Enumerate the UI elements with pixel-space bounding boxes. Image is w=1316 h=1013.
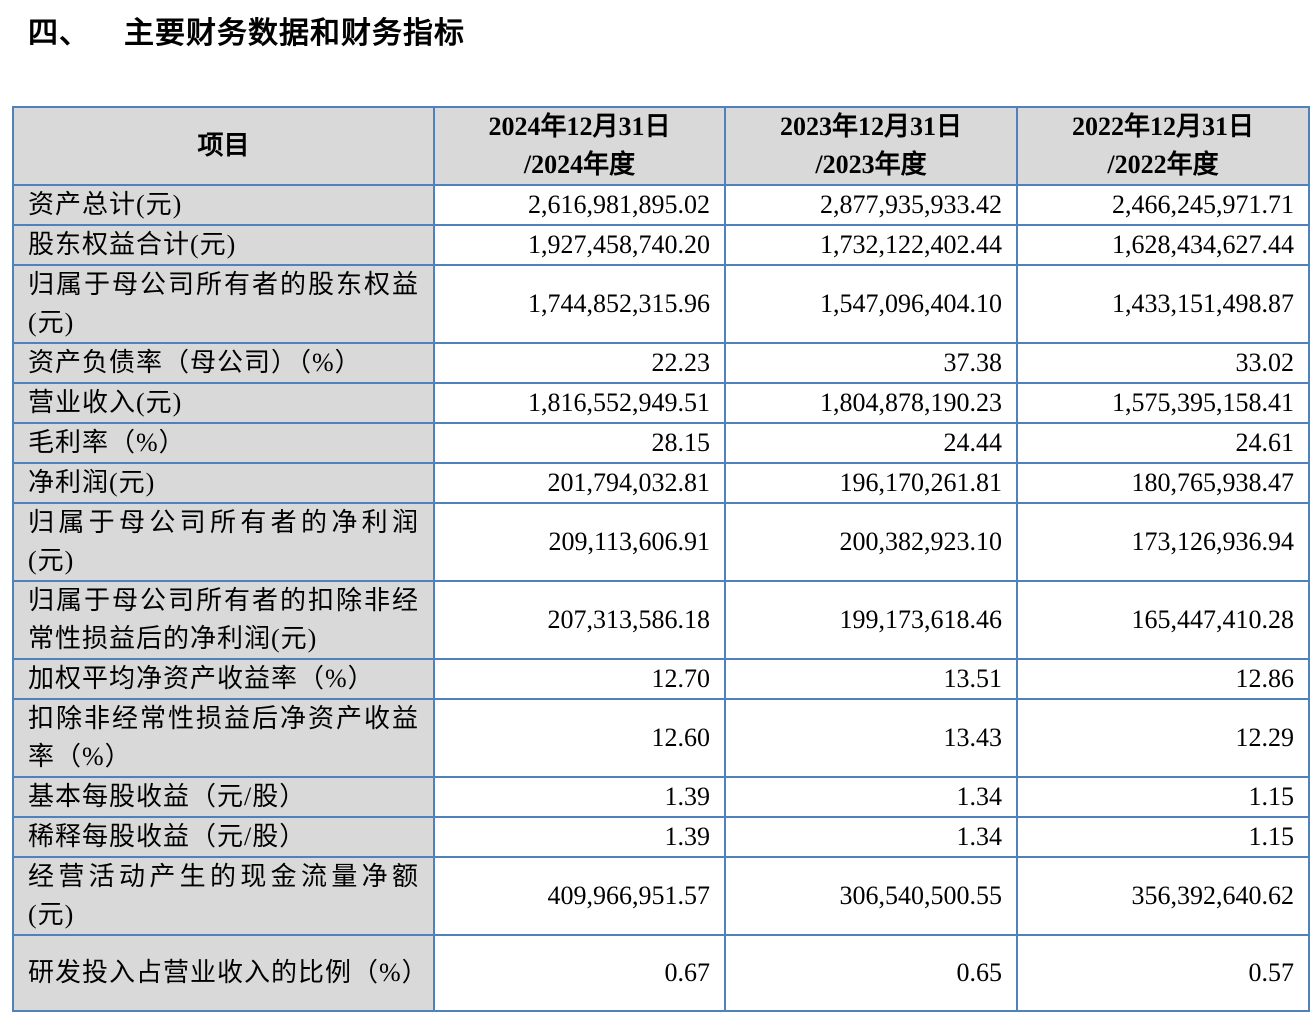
cell-value-2022: 1,575,395,158.41 bbox=[1016, 382, 1310, 424]
cell-value-2022: 180,765,938.47 bbox=[1016, 462, 1310, 504]
cell-value-2024: 1.39 bbox=[433, 816, 726, 858]
row-label: 资产总计(元) bbox=[12, 184, 435, 226]
cell-value-2023: 13.43 bbox=[724, 698, 1018, 778]
header-2024: 2024年12月31日/2024年度 bbox=[433, 106, 726, 186]
cell-value-2022: 173,126,936.94 bbox=[1016, 502, 1310, 582]
row-label: 基本每股收益（元/股） bbox=[12, 776, 435, 818]
header-date: 2024年12月31日 bbox=[488, 112, 671, 141]
cell-value-2023: 0.65 bbox=[724, 934, 1018, 1012]
row-label: 股东权益合计(元) bbox=[12, 224, 435, 266]
cell-value-2022: 2,466,245,971.71 bbox=[1016, 184, 1310, 226]
header-year: /2023年度 bbox=[815, 150, 927, 179]
header-date: 2023年12月31日 bbox=[779, 112, 962, 141]
row-label: 归属于母公司所有者的扣除非经常性损益后的净利润(元) bbox=[12, 580, 435, 660]
cell-value-2024: 201,794,032.81 bbox=[433, 462, 726, 504]
cell-value-2022: 1.15 bbox=[1016, 776, 1310, 818]
header-label: 项目 bbox=[197, 131, 250, 160]
row-label: 扣除非经常性损益后净资产收益率（%） bbox=[12, 698, 435, 778]
section-heading: 四、 主要财务数据和财务指标 bbox=[28, 8, 465, 52]
cell-value-2024: 1,927,458,740.20 bbox=[433, 224, 726, 266]
cell-value-2022: 1.15 bbox=[1016, 816, 1310, 858]
table-row: 归属于母公司所有者的股东权益(元) 1,744,852,315.96 1,547,0… bbox=[12, 264, 1310, 344]
row-label: 加权平均净资产收益率（%） bbox=[12, 658, 435, 700]
cell-value-2024: 28.15 bbox=[433, 422, 726, 464]
cell-value-2023: 1,732,122,402.44 bbox=[724, 224, 1018, 266]
cell-value-2022: 165,447,410.28 bbox=[1016, 580, 1310, 660]
cell-value-2024: 409,966,951.57 bbox=[433, 856, 726, 936]
cell-value-2022: 33.02 bbox=[1016, 342, 1310, 384]
cell-value-2023: 24.44 bbox=[724, 422, 1018, 464]
row-label: 营业收入(元) bbox=[12, 382, 435, 424]
row-label: 研发投入占营业收入的比例（%） bbox=[12, 934, 435, 1012]
table-row: 加权平均净资产收益率（%） 12.70 13.51 12.86 bbox=[12, 658, 1310, 700]
cell-value-2023: 1.34 bbox=[724, 816, 1018, 858]
header-2022: 2022年12月31日/2022年度 bbox=[1016, 106, 1310, 186]
cell-value-2023: 306,540,500.55 bbox=[724, 856, 1018, 936]
table-row: 稀释每股收益（元/股） 1.39 1.34 1.15 bbox=[12, 816, 1310, 858]
cell-value-2024: 1.39 bbox=[433, 776, 726, 818]
cell-value-2024: 12.70 bbox=[433, 658, 726, 700]
section-number: 四、 bbox=[28, 16, 90, 51]
cell-value-2024: 209,113,606.91 bbox=[433, 502, 726, 582]
table-row: 研发投入占营业收入的比例（%） 0.67 0.65 0.57 bbox=[12, 934, 1310, 1012]
cell-value-2024: 0.67 bbox=[433, 934, 726, 1012]
cell-value-2024: 12.60 bbox=[433, 698, 726, 778]
cell-value-2023: 2,877,935,933.42 bbox=[724, 184, 1018, 226]
row-label: 净利润(元) bbox=[12, 462, 435, 504]
table-row: 基本每股收益（元/股） 1.39 1.34 1.15 bbox=[12, 776, 1310, 818]
cell-value-2022: 12.86 bbox=[1016, 658, 1310, 700]
row-label: 归属于母公司所有者的净利润(元) bbox=[12, 502, 435, 582]
row-label: 归属于母公司所有者的股东权益(元) bbox=[12, 264, 435, 344]
cell-value-2024: 1,816,552,949.51 bbox=[433, 382, 726, 424]
cell-value-2022: 24.61 bbox=[1016, 422, 1310, 464]
cell-value-2024: 22.23 bbox=[433, 342, 726, 384]
cell-value-2023: 13.51 bbox=[724, 658, 1018, 700]
table-row: 毛利率（%） 28.15 24.44 24.61 bbox=[12, 422, 1310, 464]
header-item: 项目 bbox=[12, 106, 435, 186]
cell-value-2023: 1,547,096,404.10 bbox=[724, 264, 1018, 344]
table-row: 归属于母公司所有者的扣除非经常性损益后的净利润(元) 207,313,586.18… bbox=[12, 580, 1310, 660]
cell-value-2022: 12.29 bbox=[1016, 698, 1310, 778]
financial-data-table: 项目 2024年12月31日/2024年度 2023年12月31日/2023年度… bbox=[12, 106, 1310, 1012]
section-title: 主要财务数据和财务指标 bbox=[124, 16, 465, 51]
cell-value-2023: 37.38 bbox=[724, 342, 1018, 384]
table-row: 经营活动产生的现金流量净额(元) 409,966,951.57 306,540,50… bbox=[12, 856, 1310, 936]
row-label: 稀释每股收益（元/股） bbox=[12, 816, 435, 858]
row-label: 经营活动产生的现金流量净额(元) bbox=[12, 856, 435, 936]
table-row: 资产总计(元) 2,616,981,895.02 2,877,935,933.42 2… bbox=[12, 184, 1310, 226]
cell-value-2023: 196,170,261.81 bbox=[724, 462, 1018, 504]
cell-value-2023: 1.34 bbox=[724, 776, 1018, 818]
header-2023: 2023年12月31日/2023年度 bbox=[724, 106, 1018, 186]
header-date: 2022年12月31日 bbox=[1071, 112, 1254, 141]
cell-value-2022: 0.57 bbox=[1016, 934, 1310, 1012]
cell-value-2023: 200,382,923.10 bbox=[724, 502, 1018, 582]
cell-value-2024: 1,744,852,315.96 bbox=[433, 264, 726, 344]
table-header-row: 项目 2024年12月31日/2024年度 2023年12月31日/2023年度… bbox=[12, 106, 1310, 186]
row-label: 毛利率（%） bbox=[12, 422, 435, 464]
cell-value-2023: 1,804,878,190.23 bbox=[724, 382, 1018, 424]
row-label: 资产负债率（母公司）（%） bbox=[12, 342, 435, 384]
table-row: 股东权益合计(元) 1,927,458,740.20 1,732,122,402.4… bbox=[12, 224, 1310, 266]
table-row: 资产负债率（母公司）（%） 22.23 37.38 33.02 bbox=[12, 342, 1310, 384]
header-year: /2024年度 bbox=[523, 150, 636, 179]
table-row: 扣除非经常性损益后净资产收益率（%） 12.60 13.43 12.29 bbox=[12, 698, 1310, 778]
cell-value-2022: 356,392,640.62 bbox=[1016, 856, 1310, 936]
cell-value-2023: 199,173,618.46 bbox=[724, 580, 1018, 660]
table-row: 归属于母公司所有者的净利润(元) 209,113,606.91 200,382,92… bbox=[12, 502, 1310, 582]
table-row: 营业收入(元) 1,816,552,949.51 1,804,878,190.23 1… bbox=[12, 382, 1310, 424]
table-row: 净利润(元) 201,794,032.81 196,170,261.81 180,76… bbox=[12, 462, 1310, 504]
cell-value-2022: 1,433,151,498.87 bbox=[1016, 264, 1310, 344]
header-year: /2022年度 bbox=[1107, 150, 1219, 179]
cell-value-2024: 207,313,586.18 bbox=[433, 580, 726, 660]
cell-value-2022: 1,628,434,627.44 bbox=[1016, 224, 1310, 266]
cell-value-2024: 2,616,981,895.02 bbox=[433, 184, 726, 226]
